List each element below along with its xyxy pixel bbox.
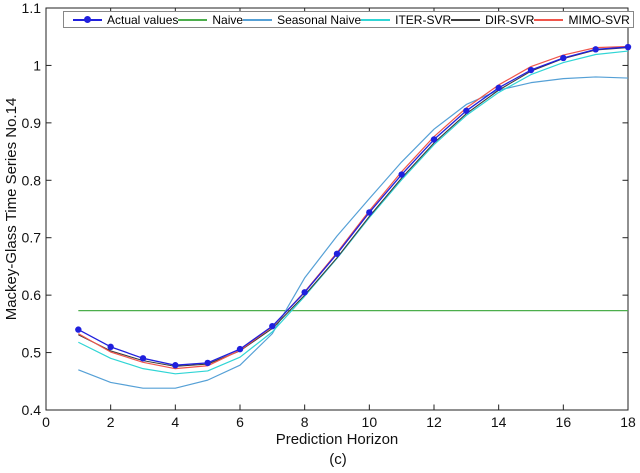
x-axis-label: Prediction Horizon (276, 431, 399, 448)
data-point-marker (560, 54, 567, 62)
legend-line (243, 19, 273, 21)
x-tick-label: 12 (426, 414, 442, 430)
y-tick-label: 0.6 (22, 287, 42, 303)
series-line-mimo-svr (78, 45, 629, 370)
data-point-marker (139, 355, 147, 362)
x-tick-label: 4 (171, 414, 179, 430)
y-tick-label: 0.7 (22, 230, 42, 246)
y-tick-label: 0.5 (22, 345, 42, 361)
legend-item-iter-svr: ITER-SVR (361, 13, 451, 27)
legend-line-swatch-naive (178, 16, 208, 23)
x-tick-label: 8 (301, 414, 309, 430)
data-point-marker (398, 171, 405, 178)
data-point-marker (624, 43, 632, 51)
x-tick-label: 2 (107, 414, 115, 430)
data-point-marker (107, 343, 114, 351)
x-tick-label: 0 (42, 414, 50, 430)
legend-line (534, 19, 564, 21)
data-point-marker (463, 107, 470, 114)
data-point-marker (333, 250, 341, 257)
y-tick-label: 0.4 (22, 402, 42, 418)
y-tick-label: 1.1 (22, 0, 42, 16)
x-tick-label: 6 (236, 414, 244, 430)
data-point-marker (172, 362, 179, 369)
data-point-marker (430, 136, 438, 143)
legend-line-swatch-seasonal-naive (243, 16, 273, 23)
data-point-marker (75, 326, 82, 333)
data-point-marker (301, 289, 308, 296)
legend-label-dir-svr: DIR-SVR (485, 12, 535, 27)
series-line-iter-svr (78, 50, 629, 375)
legend-label-seasonal-naive: Seasonal Naive (277, 12, 362, 27)
y-axis-label: Mackey-Glass Time Series No.14 (3, 98, 20, 321)
data-point-marker (269, 322, 276, 330)
x-tick-label: 14 (491, 414, 507, 430)
x-tick-label: 10 (362, 414, 378, 430)
legend-line (178, 19, 208, 21)
legend-marker-dot (84, 16, 91, 23)
data-point-marker (366, 209, 373, 216)
y-tick-label: 0.8 (22, 172, 42, 188)
legend-label-naive: Naive (212, 12, 244, 27)
y-tick-label: 0.9 (22, 115, 42, 131)
legend-line-swatch-actual-values (73, 16, 102, 23)
x-tick-label: 16 (556, 414, 572, 430)
series-line-dir-svr (78, 47, 629, 367)
legend-label-mimo-svr: MIMO-SVR (568, 12, 630, 27)
series-line-actual-values (78, 46, 629, 366)
legend-line-swatch-mimo-svr (534, 16, 564, 23)
legend-item-dir-svr: DIR-SVR (451, 13, 534, 27)
legend: Actual values Naive Seasonal Naive ITER-SVR… (63, 11, 634, 28)
y-tick-label: 1 (33, 57, 41, 73)
data-point-marker (204, 359, 211, 367)
figure-caption: (c) (329, 451, 347, 468)
legend-item-mimo-svr: MIMO-SVR (534, 12, 630, 27)
plot-border (45, 7, 629, 411)
legend-label-iter-svr: ITER-SVR (395, 12, 452, 27)
legend-item-naive: Naive (178, 13, 243, 27)
data-point-marker (495, 84, 502, 92)
x-tick-label: 18 (620, 414, 636, 430)
legend-label-actual-values: Actual values (107, 12, 179, 27)
legend-line (451, 19, 481, 21)
legend-item-actual-values: Actual values (73, 13, 178, 27)
legend-line (361, 19, 391, 21)
legend-line-swatch-dir-svr (451, 16, 481, 23)
legend-item-seasonal-naive: Seasonal Naive (243, 13, 361, 27)
data-point-marker (592, 46, 599, 53)
series-line-seasonal-naive (78, 76, 629, 389)
data-point-marker (236, 345, 244, 353)
data-point-marker (527, 66, 535, 74)
legend-line-swatch-iter-svr (361, 16, 391, 23)
